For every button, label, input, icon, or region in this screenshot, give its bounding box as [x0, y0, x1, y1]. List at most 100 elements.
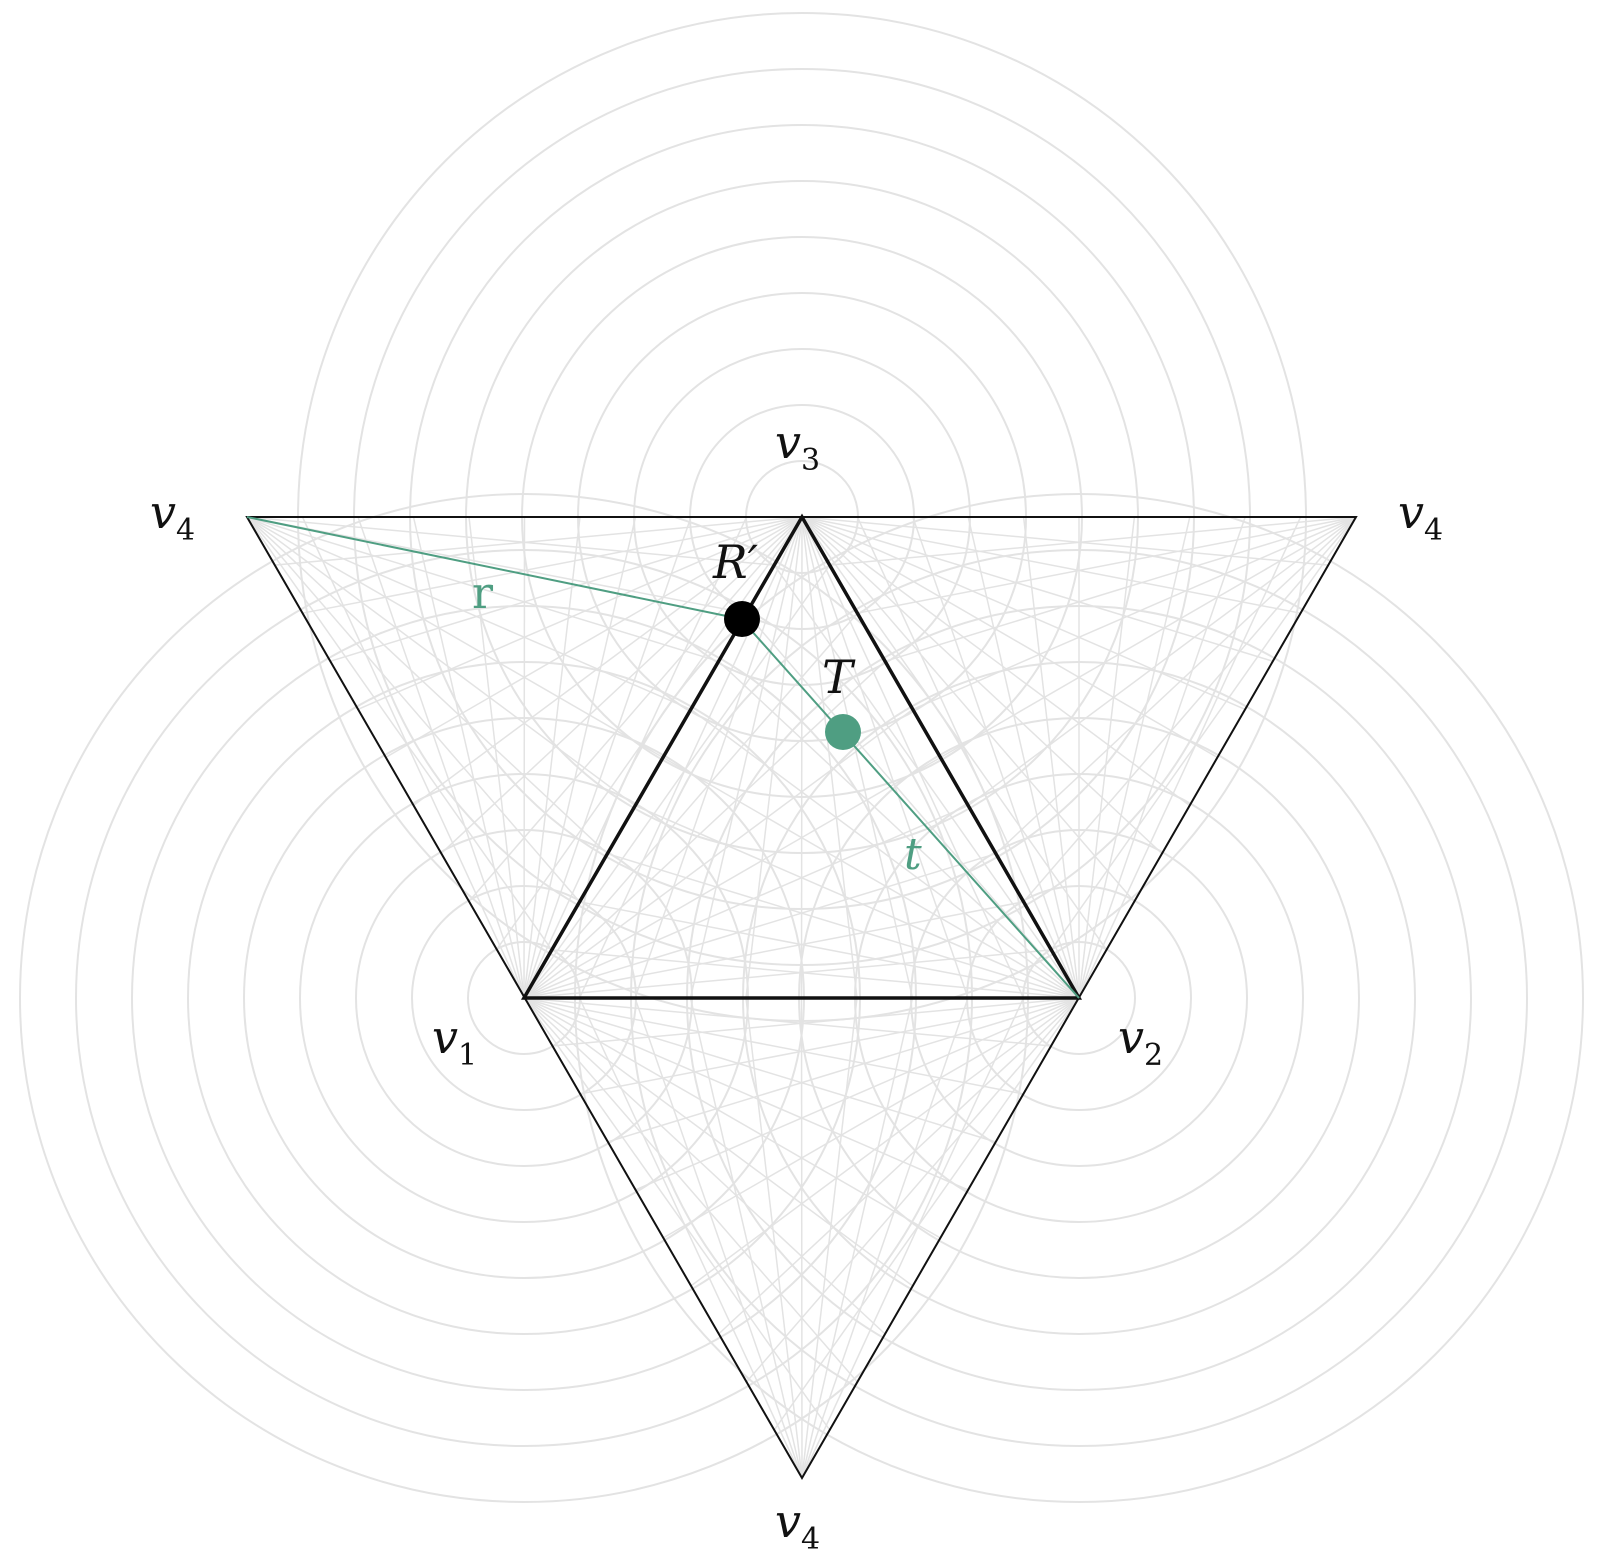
fan-line — [801, 516, 1135, 903]
fan-line — [801, 516, 914, 999]
label-v4-left: v4 — [150, 485, 195, 548]
fan-line — [800, 516, 803, 999]
fan-line — [745, 516, 803, 999]
fan-line — [773, 997, 1080, 1431]
fan-line — [1078, 516, 1136, 999]
fan-line — [523, 516, 526, 999]
fan-line — [662, 997, 1080, 1239]
fan-line — [357, 516, 803, 711]
fan-line — [801, 997, 914, 1479]
fan-line — [1078, 516, 1302, 999]
fan-line — [634, 997, 1080, 1191]
fan-line — [523, 949, 1052, 999]
fan-line — [607, 997, 1080, 1143]
fan-line — [578, 516, 803, 999]
fan-line — [634, 804, 1080, 999]
fan-line — [801, 516, 1218, 759]
fan-line — [1023, 516, 1357, 903]
fan-line — [523, 997, 1052, 1047]
fan-line — [884, 516, 1357, 663]
fan-line — [523, 997, 1024, 1095]
fan-line — [1050, 516, 1357, 951]
label-t-point: T — [822, 650, 856, 704]
fan-line — [995, 516, 1357, 855]
fan-line — [440, 516, 803, 855]
fan-line — [385, 516, 803, 759]
fan-line — [967, 516, 1357, 807]
fan-line — [274, 516, 803, 566]
label-v4-bottom: v4 — [775, 1494, 820, 1557]
fan-line — [634, 516, 803, 999]
point-t — [825, 714, 861, 750]
point-r-prime — [724, 601, 760, 637]
fan-line — [246, 516, 719, 663]
fan-line — [495, 516, 803, 951]
fan-line — [246, 516, 775, 566]
fan-line — [246, 516, 692, 711]
fan-line — [801, 516, 1246, 711]
fan-line — [523, 997, 969, 1191]
fan-line — [857, 516, 1357, 614]
fan-line — [745, 997, 803, 1479]
fan-line — [690, 708, 1080, 999]
fan-line — [246, 516, 553, 951]
fan-line — [301, 516, 525, 999]
fan-line — [246, 516, 581, 903]
fan-line — [718, 997, 1080, 1335]
fan-line — [718, 660, 1080, 999]
fan-line — [246, 516, 664, 759]
label-segment-t: t — [904, 829, 922, 880]
fan-line — [607, 852, 1080, 999]
fan-line — [662, 756, 1080, 999]
label-v1: v1 — [432, 1010, 477, 1073]
segment-t — [740, 618, 1080, 999]
label-v3: v3 — [775, 415, 820, 478]
fan-line — [690, 997, 1080, 1287]
fan-line — [689, 997, 803, 1479]
fan-line — [551, 949, 1080, 999]
fan-line — [773, 564, 1080, 999]
fan-line — [523, 564, 831, 999]
inner-triangle — [520, 513, 1083, 1000]
fan-line — [689, 516, 803, 999]
fan-line — [800, 997, 803, 1479]
label-v2: v2 — [1118, 1010, 1163, 1073]
fan-line — [801, 516, 1108, 951]
fan-line — [801, 516, 1329, 566]
fan-line — [246, 516, 636, 807]
fan-line — [523, 997, 914, 1287]
fan-line — [912, 516, 1357, 711]
segment-r — [246, 516, 742, 620]
label-r-prime: R′ — [712, 535, 759, 589]
fan-line — [801, 516, 969, 999]
fan-line — [523, 997, 831, 1431]
fan-line — [801, 516, 1025, 999]
fan-line — [412, 516, 803, 807]
fan-line — [856, 516, 1080, 999]
fan-line — [523, 516, 748, 999]
fan-line — [801, 997, 858, 1479]
label-v4-right: v4 — [1398, 485, 1443, 548]
fan-line — [801, 516, 1191, 807]
fan-line — [578, 997, 803, 1479]
fan-line — [357, 516, 525, 999]
fan-line — [940, 516, 1357, 759]
fan-line — [829, 516, 1357, 566]
background-fan-lines — [246, 516, 1357, 1479]
fan-line — [1022, 516, 1080, 999]
fan-line — [634, 997, 803, 1479]
fan-line — [912, 516, 1080, 999]
fan-line — [1078, 516, 1246, 999]
fan-line — [551, 997, 1080, 1047]
fan-line — [523, 756, 941, 999]
fan-line — [801, 516, 1163, 855]
fan-line — [523, 997, 941, 1239]
fan-line — [523, 516, 581, 999]
fan-line — [246, 516, 608, 855]
fan-line — [579, 997, 1080, 1095]
fan-line — [801, 997, 1025, 1479]
fan-line — [523, 804, 969, 999]
fan-line — [523, 708, 914, 999]
fan-line — [801, 516, 858, 999]
